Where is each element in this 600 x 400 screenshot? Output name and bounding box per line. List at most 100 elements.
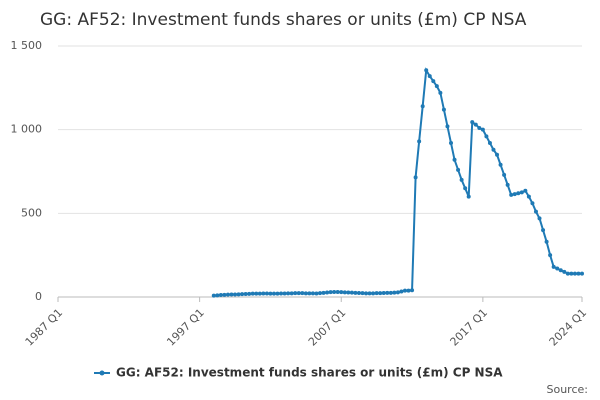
data-point [406,288,411,293]
data-point [222,292,227,297]
x-tick-label: 2017 Q1 [448,306,491,349]
data-point [378,291,383,296]
data-point [491,147,496,152]
data-point [470,120,475,125]
data-point [555,266,560,271]
data-point [392,290,397,295]
data-point [264,291,269,296]
data-point [381,290,386,295]
data-point [211,293,216,298]
data-point [572,271,577,276]
data-point [271,291,276,296]
data-point [300,291,305,296]
x-tick-label: 2007 Q1 [306,306,349,349]
data-point [332,289,337,294]
data-point [310,291,315,296]
data-point [526,194,531,199]
data-point [580,271,584,276]
data-point [569,271,574,276]
data-point [282,291,287,296]
data-point [349,290,354,295]
data-point [325,290,330,295]
data-point [339,290,344,295]
data-point [218,292,223,297]
data-point [565,271,570,276]
data-point [314,291,319,296]
data-point [427,74,432,79]
data-point [459,177,464,182]
data-point [240,292,245,297]
data-point [321,290,326,295]
data-point [229,292,234,297]
data-point [296,291,301,296]
data-point [558,268,563,273]
data-point [463,186,468,191]
data-point [356,290,361,295]
data-point [233,292,238,297]
data-point [445,124,450,129]
data-point [318,291,322,296]
data-point [434,84,439,89]
data-point [480,127,485,132]
x-tick-label: 2024 Q1 [547,306,590,349]
data-point [487,141,492,146]
data-point [484,134,489,139]
data-point [335,289,340,294]
data-point [385,290,390,295]
data-point [275,291,280,296]
data-point [268,291,273,296]
data-point [533,209,538,214]
data-point [541,228,546,233]
data-point [371,291,376,296]
data-point [424,68,429,73]
data-point [364,291,369,296]
data-point [523,188,528,193]
data-point [431,79,436,84]
data-point [360,291,365,296]
data-point [441,107,446,112]
x-tick-label: 1997 Q1 [164,306,207,349]
data-point [477,125,482,130]
data-point [328,290,333,295]
data-point [466,194,471,199]
data-point [438,90,443,95]
data-point [452,157,457,162]
data-point [367,291,372,296]
data-point [257,291,262,296]
data-point [509,192,514,197]
data-point [247,291,252,296]
data-point [243,291,248,296]
data-point [342,290,347,295]
data-point [519,190,524,195]
data-point [537,216,542,221]
data-point [286,291,291,296]
data-point [346,290,351,295]
data-point [254,291,259,296]
data-point [498,162,503,167]
data-point [261,291,266,296]
chart-title: GG: AF52: Investment funds shares or uni… [40,10,527,30]
data-point [289,291,294,296]
data-point [374,291,379,296]
data-point [353,290,358,295]
data-point [512,192,517,197]
data-point [388,290,393,295]
data-point [551,264,556,269]
data-point [307,291,312,296]
y-tick-label: 500 [21,206,42,219]
data-point [530,201,535,206]
y-tick-label: 0 [35,290,42,303]
data-point [215,293,220,298]
y-tick-label: 1 000 [11,123,43,136]
data-point [516,191,521,196]
legend-label: GG: AF52: Investment funds shares or uni… [116,366,503,380]
data-point [495,152,500,157]
data-point [399,289,404,294]
data-point [225,292,230,297]
data-point [395,290,400,295]
series-line [213,67,582,297]
data-point [417,139,422,144]
data-point [279,291,284,296]
data-point [505,182,510,187]
